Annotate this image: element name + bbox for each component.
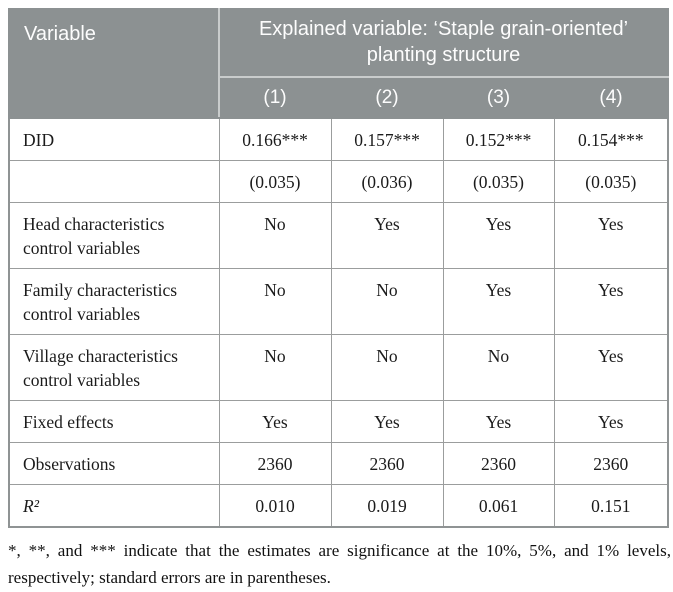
row-value: No [218, 334, 332, 401]
column-header-explained-variable: Explained variable: ‘Staple grain-orient… [217, 8, 670, 78]
column-header-variable: Variable [8, 8, 220, 119]
row-value: Yes [330, 202, 444, 269]
row-value: Yes [218, 400, 332, 443]
table-body: DID 0.166*** 0.157*** 0.152*** 0.154*** (0.… [8, 117, 669, 528]
row-label: Village characteristics control variable… [8, 334, 220, 401]
row-label: Family characteristics control variables [8, 268, 220, 335]
row-value: Yes [553, 268, 669, 335]
row-value: Yes [553, 334, 669, 401]
row-value: 0.019 [330, 484, 444, 528]
header-row-main: Variable Explained variable: ‘Staple gra… [8, 8, 670, 119]
row-value: 2360 [442, 442, 555, 485]
row-label: Observations [8, 442, 220, 485]
row-value: Yes [442, 202, 555, 269]
table-row: R² 0.010 0.019 0.061 0.151 [8, 484, 669, 528]
row-value: (0.036) [330, 160, 444, 203]
table-row: Fixed effects Yes Yes Yes Yes [8, 400, 669, 443]
row-value: No [218, 268, 332, 335]
row-value: No [330, 268, 444, 335]
row-value: 2360 [218, 442, 332, 485]
column-header-model-3: (3) [442, 76, 555, 119]
row-value: Yes [553, 400, 669, 443]
row-value: No [218, 202, 332, 269]
header-row-models: (1) (2) (3) (4) [9, 76, 670, 119]
table-footnote: *, **, and *** indicate that the estimat… [8, 541, 671, 587]
row-label: Fixed effects [8, 400, 220, 443]
row-label: R² [8, 484, 220, 528]
row-value: 0.010 [218, 484, 332, 528]
row-value: (0.035) [218, 160, 332, 203]
row-value: 0.152*** [442, 117, 555, 161]
table-row: DID 0.166*** 0.157*** 0.152*** 0.154*** [8, 117, 669, 161]
regression-results-table: Variable Explained variable: ‘Staple gra… [8, 8, 670, 528]
row-value: (0.035) [442, 160, 555, 203]
row-value: No [442, 334, 555, 401]
table-row: Observations 2360 2360 2360 2360 [8, 442, 669, 485]
row-value: Yes [442, 400, 555, 443]
row-value: 0.154*** [553, 117, 669, 161]
row-label: DID [8, 117, 220, 161]
table-row: (0.035) (0.036) (0.035) (0.035) [8, 160, 669, 203]
row-value: 0.061 [442, 484, 555, 528]
row-value: (0.035) [553, 160, 669, 203]
row-value: 0.166*** [218, 117, 332, 161]
table-row: Head characteristics control variables N… [8, 202, 669, 269]
row-label [8, 160, 220, 203]
column-header-model-4: (4) [552, 76, 670, 119]
row-value: Yes [553, 202, 669, 269]
table-header: Variable Explained variable: ‘Staple gra… [8, 8, 670, 119]
row-value: 2360 [553, 442, 669, 485]
column-header-model-2: (2) [330, 76, 444, 119]
row-value: 2360 [330, 442, 444, 485]
table-row: Village characteristics control variable… [8, 334, 669, 401]
row-value: Yes [330, 400, 444, 443]
column-header-model-1: (1) [218, 76, 332, 119]
table-row: Family characteristics control variables… [8, 268, 669, 335]
row-value: 0.157*** [330, 117, 444, 161]
row-label: Head characteristics control variables [8, 202, 220, 269]
row-value: 0.151 [553, 484, 669, 528]
row-value: No [330, 334, 444, 401]
row-value: Yes [442, 268, 555, 335]
